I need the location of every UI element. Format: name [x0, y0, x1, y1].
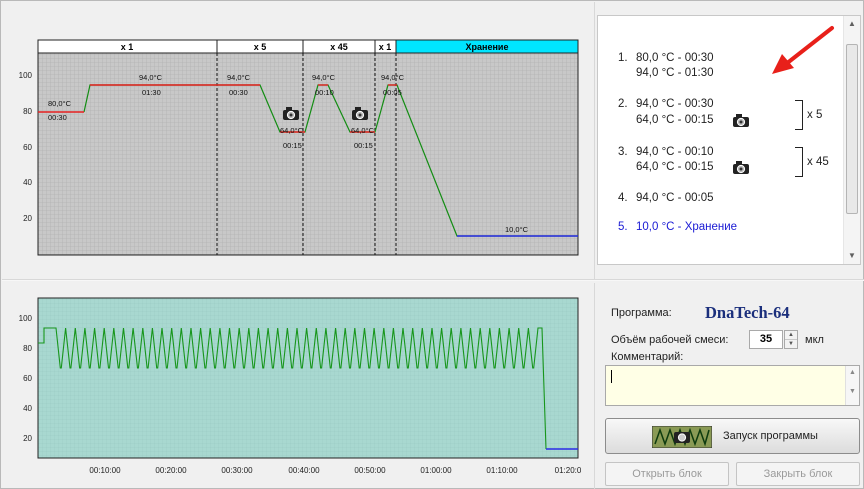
scroll-down-icon[interactable]: ▼	[849, 388, 856, 395]
splitter[interactable]	[594, 283, 597, 489]
x-tick: 00:50:00	[354, 466, 386, 475]
temp-label: 94,0°C	[312, 73, 336, 82]
splitter[interactable]	[2, 279, 864, 281]
temperature-profile-chart: x 1 x 5 x 45 x 1 Хранение 100 80 60 40 2…	[19, 39, 579, 256]
repeat-bracket	[795, 147, 803, 177]
time-label: 00:30	[229, 88, 248, 97]
step-number: 5.	[618, 221, 628, 233]
scroll-down-icon[interactable]: ▼	[848, 251, 856, 260]
time-label: 00:10	[315, 88, 334, 97]
splitter[interactable]	[594, 2, 597, 279]
y-tick: 80	[23, 107, 32, 116]
program-label: Программа:	[611, 307, 672, 319]
step-number: 1.	[618, 52, 628, 64]
repeat-bracket	[795, 100, 803, 130]
stage-label-1: x 1	[121, 42, 134, 52]
stage-label-2: x 5	[254, 42, 267, 52]
temp-label: 80,0°C	[48, 99, 72, 108]
temperature-profile-panel: x 1 x 5 x 45 x 1 Хранение 100 80 60 40 2…	[2, 2, 594, 279]
time-label: 00:15	[354, 141, 373, 150]
stage-label-3: x 45	[330, 42, 348, 52]
run-program-icon	[652, 426, 712, 448]
steps-scrollbar[interactable]: ▲ ▼	[843, 16, 860, 264]
y-tick: 60	[23, 374, 32, 383]
stage-header: x 1 x 5 x 45 x 1 Хранение	[37, 39, 579, 54]
program-name: DnaTech-64	[705, 303, 790, 322]
temp-label: 10,0°C	[505, 225, 529, 234]
x-tick: 01:20:0	[555, 466, 582, 475]
y-tick: 40	[23, 404, 32, 413]
text-caret	[611, 370, 612, 383]
step-line: 80,0 °C - 00:30	[636, 52, 714, 64]
runtime-chart: 100 80 60 40 20 00:10:00 00:20:00 00:30:…	[19, 297, 582, 475]
x-tick: 01:00:00	[420, 466, 452, 475]
run-program-button[interactable]: Запуск программы	[605, 418, 860, 454]
repeat-count: x 5	[807, 109, 823, 121]
step-line: 64,0 °C - 00:15	[636, 161, 714, 173]
runtime-plot-border	[37, 297, 579, 459]
plot-border	[37, 52, 579, 256]
scroll-up-icon[interactable]: ▲	[849, 369, 856, 376]
comment-field[interactable]: ▲ ▼	[605, 365, 860, 406]
program-steps-panel: 1. 80,0 °C - 00:30 94,0 °C - 01:30 2. 94…	[597, 15, 861, 265]
stage-label-4: x 1	[379, 42, 392, 52]
stage-label-storage: Хранение	[466, 42, 509, 52]
y-tick: 20	[23, 434, 32, 443]
volume-label: Объём рабочей смеси:	[611, 334, 729, 346]
y-tick: 100	[19, 71, 33, 80]
temp-label: 64,0°C	[280, 126, 304, 135]
time-label: 01:30	[142, 88, 161, 97]
step-number: 2.	[618, 98, 628, 110]
step-line: 94,0 °C - 00:30	[636, 98, 714, 110]
comment-label: Комментарий:	[611, 351, 684, 363]
temp-label: 64,0°C	[351, 126, 375, 135]
camera-icon	[733, 161, 749, 174]
x-tick: 00:10:00	[89, 466, 121, 475]
x-tick: 00:40:00	[288, 466, 320, 475]
temp-label: 94,0°C	[381, 73, 405, 82]
time-label: 00:15	[283, 141, 302, 150]
step-line-storage: 10,0 °C - Хранение	[636, 221, 738, 233]
y-tick: 20	[23, 214, 32, 223]
open-block-button[interactable]: Открыть блок	[605, 462, 729, 486]
volume-stepper[interactable]: ▲ ▼	[784, 330, 798, 349]
x-tick: 00:30:00	[221, 466, 253, 475]
plot-grid	[38, 53, 578, 255]
volume-unit: мкл	[805, 334, 824, 346]
x-tick: 01:10:00	[486, 466, 518, 475]
runtime-temperature-line	[38, 327, 547, 450]
arrow-annotation-icon	[772, 26, 834, 74]
stepper-up-icon[interactable]: ▲	[785, 331, 797, 340]
stepper-down-icon[interactable]: ▼	[788, 340, 794, 347]
volume-input[interactable]: 35	[749, 330, 783, 349]
step-line: 94,0 °C - 00:10	[636, 146, 714, 158]
y-tick: 80	[23, 344, 32, 353]
step-line: 94,0 °C - 01:30	[636, 67, 714, 79]
repeat-count: x 45	[807, 156, 829, 168]
y-tick: 60	[23, 143, 32, 152]
time-label: 00:30	[48, 113, 67, 122]
time-label: 00:05	[383, 88, 402, 97]
step-line: 64,0 °C - 00:15	[636, 114, 714, 126]
step-number: 3.	[618, 146, 628, 158]
x-tick: 00:20:00	[155, 466, 187, 475]
y-tick: 100	[19, 314, 33, 323]
y-tick: 40	[23, 178, 32, 187]
step-line: 94,0 °C - 00:05	[636, 192, 714, 204]
run-program-label: Запуск программы	[723, 430, 818, 442]
step-number: 4.	[618, 192, 628, 204]
scroll-thumb[interactable]	[846, 44, 858, 214]
scroll-up-icon[interactable]: ▲	[848, 19, 856, 28]
camera-icon	[733, 114, 749, 127]
runtime-plot-grid	[38, 298, 578, 458]
comment-scrollbar[interactable]: ▲ ▼	[845, 366, 859, 405]
temp-label: 94,0°C	[227, 73, 251, 82]
camera-icon	[352, 107, 368, 120]
close-block-button[interactable]: Закрыть блок	[736, 462, 860, 486]
temp-label: 94,0°C	[139, 73, 163, 82]
camera-icon	[283, 107, 299, 120]
